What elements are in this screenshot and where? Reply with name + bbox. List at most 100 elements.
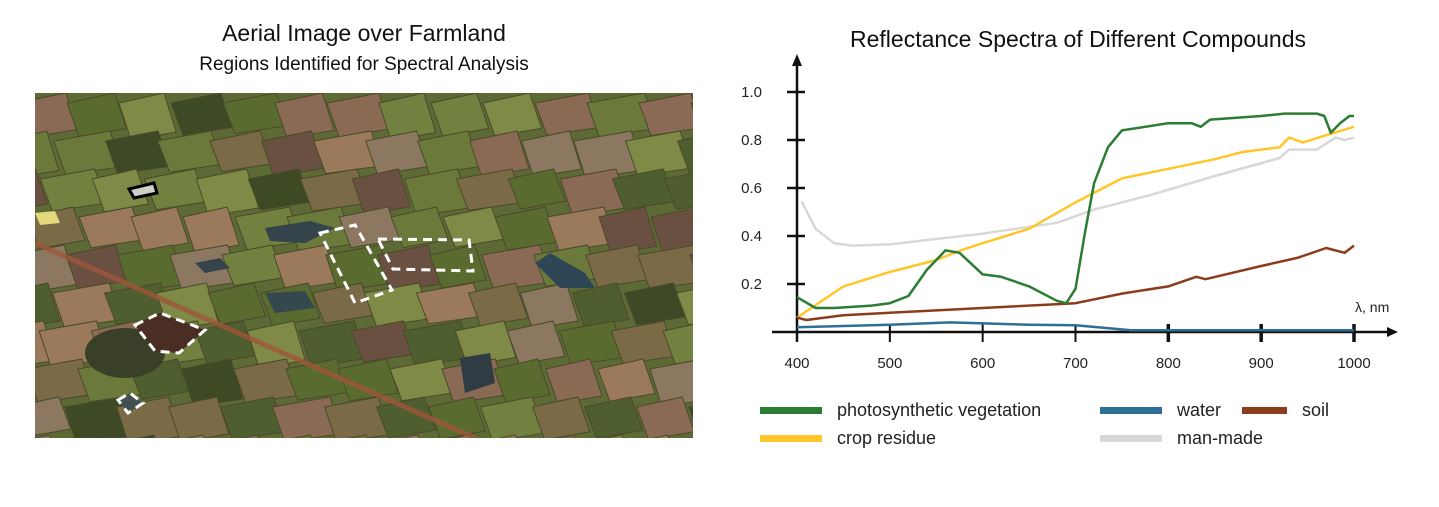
field-patch (378, 93, 437, 142)
field-patch (35, 434, 52, 438)
field-patch (690, 102, 693, 110)
field-patch (498, 434, 517, 438)
field-patch (130, 206, 190, 252)
field-patch (375, 396, 437, 438)
field-patch (186, 434, 205, 438)
field-patch (482, 93, 543, 137)
field-patch (662, 324, 693, 365)
field-patch (390, 206, 449, 249)
field-patch (467, 282, 529, 327)
aerial-farmland-image (35, 93, 693, 438)
legend-item-man-made: man-made (1100, 428, 1263, 449)
field-patch (85, 434, 107, 438)
y-tick-label: 0.2 (741, 276, 762, 293)
chart-title: Reflectance Spectra of Different Compoun… (850, 26, 1306, 52)
series-lines (796, 112, 1355, 332)
field-patch (398, 434, 420, 438)
field-patch (240, 434, 260, 438)
field-patch (571, 282, 630, 328)
field-patch (337, 358, 399, 402)
field-patch (583, 396, 644, 438)
y-tick-label: 1.0 (741, 84, 762, 101)
legend-swatch (1100, 435, 1162, 442)
field-patch (66, 93, 128, 138)
photo-subtitle: Regions Identified for Spectral Analysis (199, 54, 529, 75)
x-tick-label: 600 (970, 355, 995, 372)
field-patch (427, 396, 487, 438)
field-patch (182, 206, 240, 254)
region-crop-residue (375, 237, 475, 273)
series-line-soil (796, 244, 1355, 322)
x-tick-label: 800 (1156, 355, 1181, 372)
region-man-made (126, 181, 159, 200)
field-patch (454, 320, 517, 367)
y-axis-arrow (792, 54, 802, 66)
axes: 400 500 600 700 800 900 1000 0.2 0.4 0.6 0.8 1.0 (741, 54, 1398, 372)
field-patch (35, 168, 49, 207)
field-patch (637, 244, 693, 290)
field-patch (506, 320, 566, 365)
field-patch (507, 168, 567, 210)
y-tick-label: 0.6 (741, 180, 762, 197)
field-patch (493, 358, 551, 404)
field-patch (554, 434, 576, 438)
legend-swatch (1242, 407, 1287, 414)
x-tick-label: 700 (1063, 355, 1088, 372)
field-patch (136, 434, 156, 438)
field-patch (195, 168, 260, 217)
field-patch (604, 434, 624, 438)
field-patch (167, 396, 230, 438)
x-axis-arrow (1387, 327, 1398, 337)
field-patch (598, 206, 658, 255)
field-patch (677, 137, 693, 175)
legend-item-water: water (1100, 400, 1221, 421)
field-patch (274, 93, 335, 139)
field-patch (292, 434, 312, 438)
field-patch (521, 130, 583, 178)
region-vegetation (317, 223, 395, 305)
field-patch (207, 282, 267, 325)
legend-swatch (760, 435, 822, 442)
series-line-water (796, 321, 1354, 332)
series-line-man-made (800, 136, 1355, 247)
field-patch (469, 130, 530, 178)
photo-title: Aerial Image over Farmland (222, 20, 506, 46)
field-patch (675, 289, 693, 326)
x-tick-label: 400 (784, 355, 809, 372)
field-patch (91, 168, 150, 213)
field-patch (531, 396, 591, 438)
field-patch (35, 396, 72, 436)
field-patch (35, 130, 60, 176)
field-patch (635, 396, 693, 438)
x-tick-label: 900 (1249, 355, 1274, 372)
field-patch (346, 434, 368, 438)
field-patch (430, 93, 490, 138)
legend-label: man-made (1177, 428, 1264, 448)
field-patch (118, 93, 177, 141)
legend-label: photosynthetic vegetation (837, 400, 1042, 420)
field-patch (651, 434, 669, 438)
field-patch (35, 282, 61, 326)
region-water (115, 391, 146, 416)
legend-item-soil: soil (1242, 400, 1329, 421)
field-patch (650, 208, 693, 255)
x-axis-label: λ, nm (1355, 299, 1389, 315)
x-tick-label: 500 (877, 355, 902, 372)
y-tick-label: 0.8 (741, 132, 762, 149)
field-patch (649, 360, 693, 408)
field-patch (663, 172, 693, 211)
legend-item-vegetation: photosynthetic vegetation (760, 400, 1041, 421)
series-line-crop-residue (796, 125, 1355, 319)
legend-swatch (1100, 407, 1162, 414)
legend-label: crop residue (837, 428, 937, 448)
legend-label: water (1177, 400, 1222, 420)
series-line-photosynthetic-vegetation (796, 112, 1354, 310)
field-patch (351, 168, 412, 216)
legend-item-crop-residue: crop residue (760, 428, 936, 449)
field-patch (687, 405, 693, 421)
region-soil (132, 311, 208, 355)
y-tick-label: 0.4 (741, 228, 762, 245)
analysis-regions (115, 181, 475, 416)
x-tick-label: 1000 (1337, 355, 1370, 372)
